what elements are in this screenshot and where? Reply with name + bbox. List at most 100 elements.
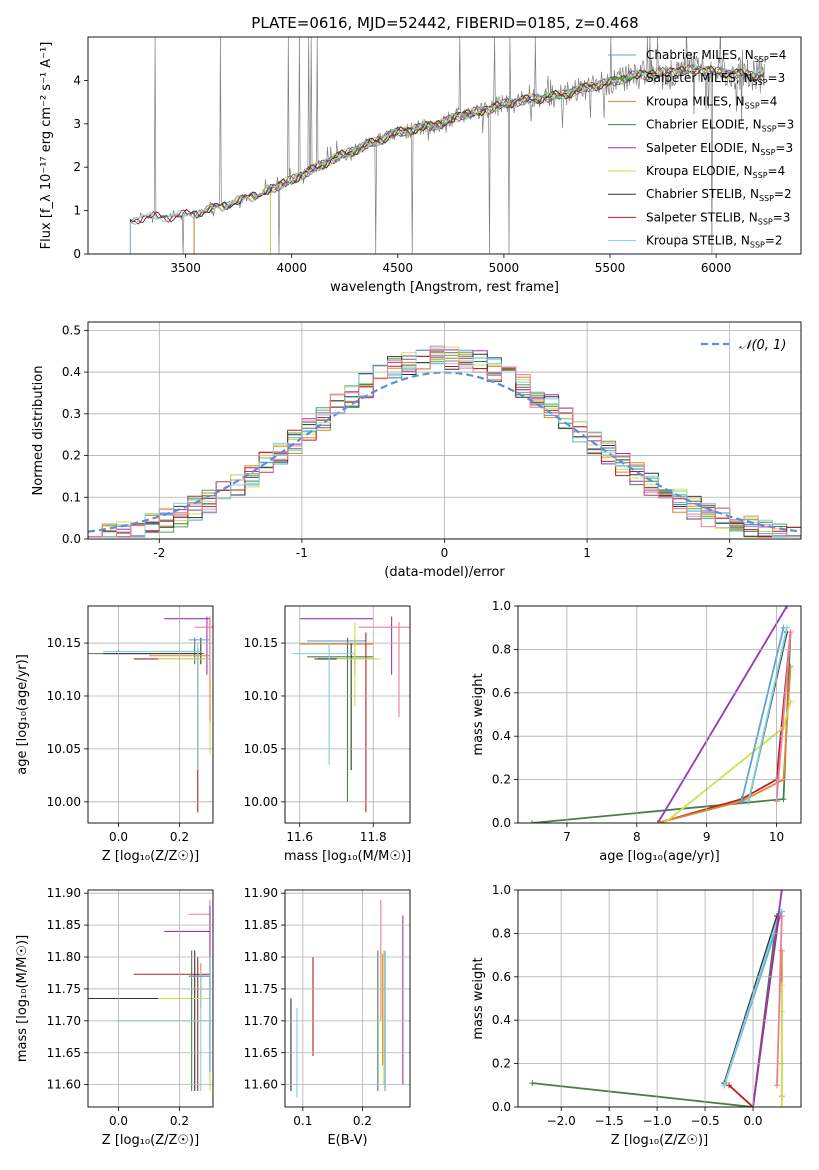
x-tick-label: 8 xyxy=(633,830,641,844)
y-axis-label: Normed distribution xyxy=(31,366,46,496)
legend-n: =3 xyxy=(768,71,786,85)
x-tick-label: 0 xyxy=(441,546,449,560)
axes-frame xyxy=(517,605,802,824)
y-tick-label: 11.85 xyxy=(244,918,278,932)
y-tick-label: 0.0 xyxy=(62,532,81,546)
plot-area-weight-vs-age xyxy=(528,606,794,823)
y-tick-label: 10.00 xyxy=(47,795,81,809)
model-line-kroupa-elodie xyxy=(270,64,765,254)
y-tick-label: 11.65 xyxy=(244,1046,278,1060)
x-tick-label: 0.2 xyxy=(170,1114,189,1128)
legend-label: Salpeter ELODIE, NSSP=3 xyxy=(646,141,793,157)
model-line-salpeter-elodie xyxy=(270,64,765,254)
y-tick-label: 0.4 xyxy=(62,365,81,379)
legend-sub: SSP xyxy=(753,78,768,87)
x-tick-label: 0.0 xyxy=(743,1114,762,1128)
legend-label: Kroupa MILES, NSSP=4 xyxy=(646,94,777,110)
panel-weight-vs-age: 7 8 9 10 0.0 0.2 0.4 0.6 0.8 1.0 age [log₁₀(age/yr… xyxy=(471,599,802,864)
y-tick-label: 0.4 xyxy=(492,729,511,743)
weight-line-2 xyxy=(657,631,792,823)
y-tick-label: 0.1 xyxy=(62,490,81,504)
x-axis-label: age [log₁₀(age/yr)] xyxy=(599,849,720,864)
weight-line-1 xyxy=(657,606,788,823)
y-tick-label: 1.0 xyxy=(492,883,511,897)
legend-sub: SSP xyxy=(753,171,768,180)
y-tick-label: 0.6 xyxy=(492,970,511,984)
y-tick-label: 11.80 xyxy=(244,950,278,964)
y-tick-label: 11.60 xyxy=(47,1078,81,1092)
legend-n: =2 xyxy=(774,187,792,201)
legend-n: =4 xyxy=(769,48,787,62)
y-tick-label: 10.05 xyxy=(47,742,81,756)
legend-sub: SSP xyxy=(754,55,769,64)
y-tick-label: 0.4 xyxy=(492,1013,511,1027)
weight-line-8 xyxy=(775,631,792,802)
legend-n: =2 xyxy=(765,234,783,248)
x-tick-label: −2.0 xyxy=(547,1114,576,1128)
y-axis-label: mass [log₁₀(M/M☉)] xyxy=(15,935,30,1062)
x-tick-label: 11.6 xyxy=(286,830,313,844)
x-tick-label: −1.0 xyxy=(643,1114,672,1128)
axes-frame xyxy=(284,605,411,824)
y-tick-label: 0.8 xyxy=(492,926,511,940)
model-line-kroupa-stelib xyxy=(129,64,765,254)
x-tick-label: 0.2 xyxy=(353,1114,372,1128)
panel-age-vs-Z: 0.0 0.2 10.00 10.05 10.10 10.15 Z [log₁₀(Z/Z☉)… xyxy=(15,605,214,864)
y-tick-label: 10.05 xyxy=(244,742,278,756)
y-axis-label: mass weight xyxy=(471,957,486,1039)
x-tick-label: -2 xyxy=(153,546,165,560)
x-tick-label: 6000 xyxy=(701,261,732,275)
legend-label: Chabrier STELIB, NSSP=2 xyxy=(646,187,792,203)
y-tick-label: 10.10 xyxy=(47,689,81,703)
legend-n: =3 xyxy=(775,141,793,155)
y-tick-label: 11.90 xyxy=(47,886,81,900)
x-tick-label: 0.0 xyxy=(109,1114,128,1128)
x-tick-label: 7 xyxy=(563,830,571,844)
x-tick-label: 11.8 xyxy=(360,830,387,844)
y-tick-label: 4 xyxy=(73,73,81,87)
x-tick-label: 5500 xyxy=(595,261,626,275)
plot-area-spectrum xyxy=(129,37,765,254)
x-tick-label: 10 xyxy=(769,830,784,844)
y-tick-label: 0.2 xyxy=(492,1057,511,1071)
plot-area-age-vs-mass xyxy=(292,616,410,813)
legend-sub: SSP xyxy=(745,101,760,110)
weight-line-3 xyxy=(657,666,792,823)
legend-sub: SSP xyxy=(762,125,777,134)
x-tick-label: -1 xyxy=(296,546,308,560)
legend-sub: SSP xyxy=(759,194,774,203)
y-tick-label: 10.15 xyxy=(47,636,81,650)
y-tick-label: 11.60 xyxy=(244,1078,278,1092)
plot-area-mass-vs-Z xyxy=(88,899,211,1092)
panel-residuals: -2 -1 0 1 2 0.0 0.1 0.2 0.3 0.4 0.5 (data-model)/er… xyxy=(31,321,802,580)
y-tick-label: 11.65 xyxy=(47,1046,81,1060)
legend-n: =4 xyxy=(768,164,786,178)
y-tick-label: 0.0 xyxy=(492,816,511,830)
x-axis-label: (data-model)/error xyxy=(384,565,505,580)
weight-line-5 xyxy=(752,890,783,1107)
y-tick-label: 11.75 xyxy=(47,982,81,996)
y-axis-label: mass weight xyxy=(471,673,486,755)
y-tick-label: 11.90 xyxy=(244,886,278,900)
x-tick-label: 3500 xyxy=(170,261,201,275)
weight-line-7 xyxy=(747,627,788,802)
legend-sub: SSP xyxy=(760,148,775,157)
x-tick-label: 9 xyxy=(703,830,711,844)
panel-age-vs-mass: 11.6 11.8 10.00 10.05 10.10 10.15 mass [log₁₀(… xyxy=(244,605,411,864)
panels: 3500 4000 4500 5000 5500 6000 0 1 2 3 4 wavelength … xyxy=(15,36,802,1148)
plot-area-mass-vs-EBV xyxy=(290,899,404,1098)
y-tick-label: 10.10 xyxy=(244,689,278,703)
weight-line-3 xyxy=(723,911,781,1086)
x-axis-label: Z [log₁₀(Z/Z☉)] xyxy=(102,849,199,864)
legend-label: Chabrier MILES, NSSP=4 xyxy=(646,48,786,64)
x-tick-label: 2 xyxy=(726,546,734,560)
figure-title: PLATE=0616, MJD=52442, FIBERID=0185, z=0… xyxy=(251,14,638,32)
x-tick-label: 1 xyxy=(583,546,591,560)
x-axis-label: Z [log₁₀(Z/Z☉)] xyxy=(102,1133,199,1148)
model-line-salpeter-stelib xyxy=(129,65,765,254)
x-axis-label: Z [log₁₀(Z/Z☉)] xyxy=(611,1133,708,1148)
legend-label: Salpeter MILES, NSSP=3 xyxy=(646,71,785,87)
legend-n: =3 xyxy=(777,118,795,132)
x-tick-label: 4000 xyxy=(276,261,307,275)
x-tick-label: −1.5 xyxy=(595,1114,624,1128)
